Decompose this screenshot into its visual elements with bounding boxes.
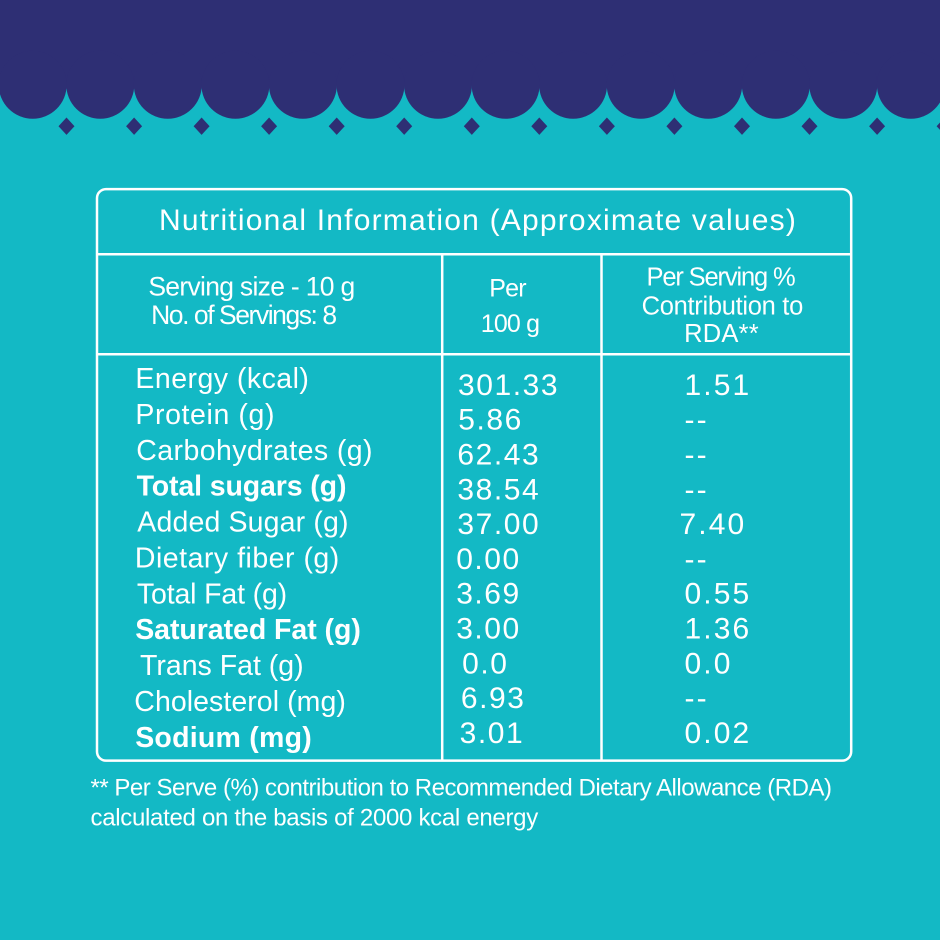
svg-text:Sodium (mg): Sodium (mg)	[135, 722, 312, 754]
svg-text:Added Sugar (g): Added Sugar (g)	[137, 507, 348, 539]
svg-text:5.86: 5.86	[458, 404, 523, 437]
svg-text:--: --	[685, 404, 709, 437]
svg-text:--: --	[685, 439, 709, 472]
svg-text:Per Serving %: Per Serving %	[646, 264, 795, 292]
svg-text:62.43: 62.43	[457, 439, 540, 472]
svg-text:Cholesterol (mg): Cholesterol (mg)	[134, 686, 346, 718]
svg-text:37.00: 37.00	[457, 508, 540, 541]
svg-text:--: --	[685, 473, 709, 506]
svg-text:--: --	[685, 543, 709, 576]
svg-text:3.00: 3.00	[456, 613, 521, 646]
svg-text:301.33: 301.33	[458, 369, 559, 402]
svg-text:1.51: 1.51	[685, 369, 752, 402]
svg-text:calculated on the basis of 200: calculated on the basis of 2000 kcal ene…	[91, 804, 539, 831]
svg-text:0.0: 0.0	[685, 647, 733, 680]
svg-text:0.00: 0.00	[456, 543, 521, 576]
svg-text:Contribution to: Contribution to	[642, 292, 803, 320]
svg-text:3.01: 3.01	[460, 717, 525, 750]
svg-text:--: --	[685, 682, 709, 715]
svg-text:Nutritional Information (Appro: Nutritional Information (Approximate val…	[159, 204, 797, 237]
svg-text:3.69: 3.69	[456, 578, 521, 611]
svg-text:Dietary fiber (g): Dietary fiber (g)	[135, 542, 340, 574]
svg-text:Trans Fat (g): Trans Fat (g)	[140, 650, 304, 682]
svg-text:Carbohydrates (g): Carbohydrates (g)	[136, 435, 373, 467]
svg-text:Per: Per	[489, 275, 526, 303]
svg-text:0.0: 0.0	[462, 647, 508, 680]
svg-text:0.02: 0.02	[685, 717, 752, 750]
svg-text:Energy (kcal): Energy (kcal)	[135, 363, 309, 395]
svg-text:38.54: 38.54	[457, 473, 540, 506]
svg-text:0.55: 0.55	[685, 578, 752, 611]
svg-text:Total sugars (g): Total sugars (g)	[137, 471, 347, 503]
svg-text:Serving size - 10 g: Serving size - 10 g	[148, 272, 354, 302]
svg-text:No. of Servings: 8: No. of Servings: 8	[151, 300, 336, 330]
svg-text:Total Fat (g): Total Fat (g)	[137, 578, 287, 610]
svg-text:RDA**: RDA**	[684, 320, 759, 348]
svg-text:** Per Serve (%) contribution: ** Per Serve (%) contribution to Recomme…	[91, 775, 832, 802]
svg-text:7.40: 7.40	[680, 508, 747, 541]
svg-text:100 g: 100 g	[481, 310, 540, 338]
svg-text:Saturated Fat (g): Saturated Fat (g)	[135, 614, 361, 646]
svg-text:Protein (g): Protein (g)	[135, 399, 275, 431]
svg-text:1.36: 1.36	[685, 613, 752, 646]
svg-text:6.93: 6.93	[461, 682, 526, 715]
